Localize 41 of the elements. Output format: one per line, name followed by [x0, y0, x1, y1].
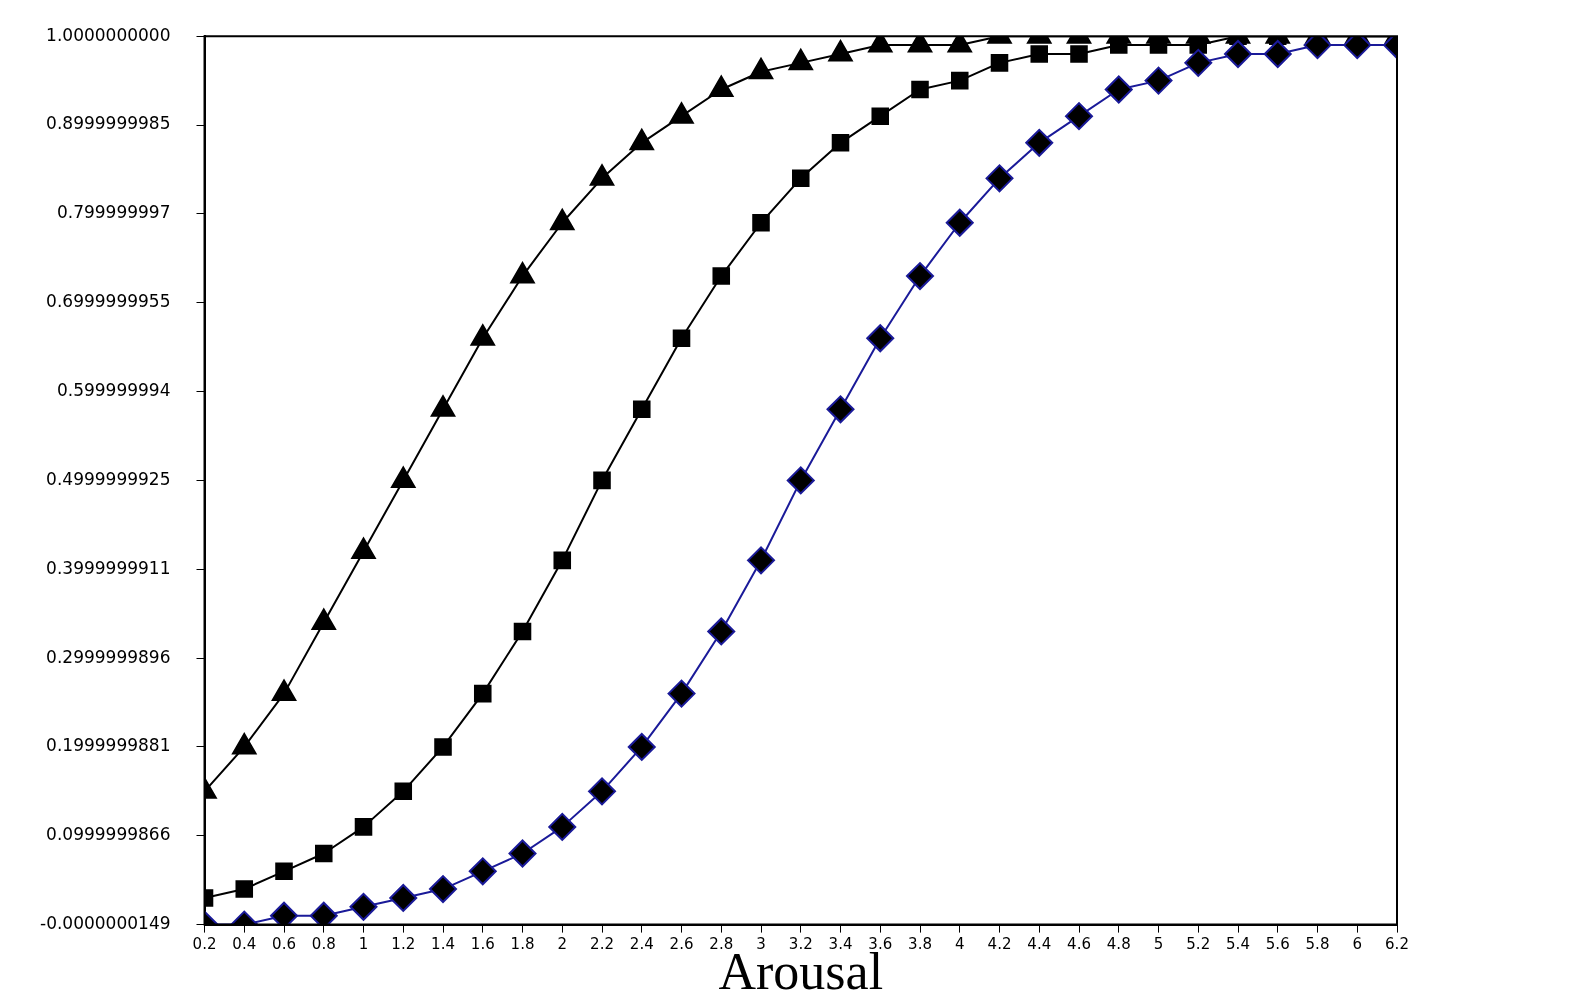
- y-tick-label: 0.3999999911: [46, 557, 171, 578]
- x-tick-label: 2.2: [590, 935, 614, 954]
- x-tick-label: 3.8: [908, 935, 932, 954]
- y-tick-label: 1.0000000000: [46, 24, 171, 45]
- x-tick-label: 5.2: [1186, 935, 1211, 954]
- x-tick-label: 0.8: [311, 935, 336, 954]
- y-tick-label: 0.6999999955: [46, 291, 171, 312]
- x-tick-label: 5.4: [1226, 935, 1250, 954]
- x-tick-label: 5.6: [1265, 935, 1290, 954]
- x-tick-label: 0.2: [192, 935, 217, 954]
- x-tick-label: 5.8: [1305, 935, 1330, 954]
- x-tick-label: 1: [358, 935, 369, 954]
- y-tick-label: 0.599999994: [56, 379, 171, 400]
- y-tick-label: 0.2999999896: [46, 646, 171, 667]
- x-tick-label: 1.6: [470, 935, 495, 954]
- x-tick-label: 2.6: [669, 935, 694, 954]
- x-tick-label: 3.4: [828, 935, 853, 954]
- x-tick-label: 4.4: [1027, 935, 1052, 954]
- x-tick-label: 5: [1153, 935, 1164, 954]
- x-tick-label: 4.2: [987, 935, 1012, 954]
- x-tick-label: 2: [557, 935, 568, 954]
- y-tick-label: 0.0999999866: [46, 824, 171, 845]
- x-tick-label: 0.4: [232, 935, 257, 954]
- x-tick-label: 4.6: [1067, 935, 1091, 954]
- x-tick-label: 4: [954, 935, 965, 954]
- x-tick-label: 6: [1352, 935, 1363, 954]
- y-tick-label: 0.799999997: [56, 202, 171, 223]
- y-tick-label: -0.0000000149: [40, 913, 171, 934]
- y-tick-label: 0.1999999881: [46, 735, 171, 756]
- x-tick-label: 2.4: [629, 935, 654, 954]
- x-tick-label: 6.2: [1385, 935, 1409, 954]
- x-tick-label: 1.4: [431, 935, 455, 954]
- x-tick-label: 1.2: [391, 935, 416, 954]
- x-tick-label: 4.8: [1106, 935, 1131, 954]
- y-tick-label: 0.8999999985: [46, 113, 171, 134]
- x-tick-label: 3: [756, 935, 766, 954]
- x-tick-label: 0.6: [272, 935, 296, 954]
- y-tick-label: 0.4999999925: [46, 468, 171, 489]
- x-tick-label: 2.8: [709, 935, 734, 954]
- x-tick-label: 3.2: [788, 935, 813, 954]
- x-tick-label: 1.8: [510, 935, 535, 954]
